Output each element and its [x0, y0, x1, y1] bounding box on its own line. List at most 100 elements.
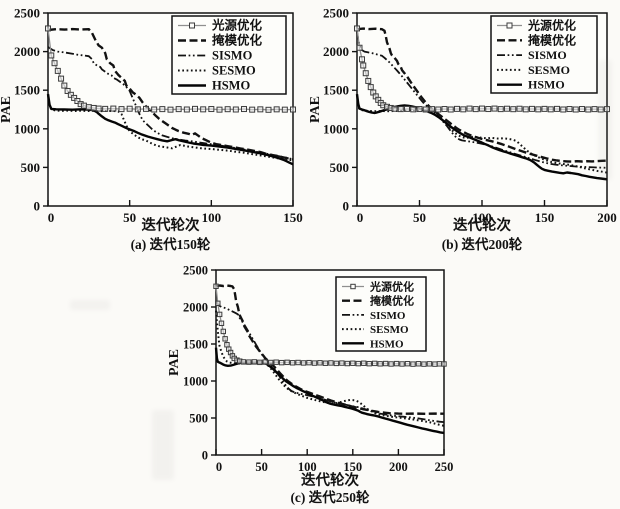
- square-marker: [278, 359, 285, 366]
- square-marker: [339, 360, 345, 366]
- square-marker: [192, 105, 198, 112]
- square-marker: [572, 106, 579, 113]
- series-sismo: [47, 46, 294, 161]
- chart-a: 0 500 1000 1500 2000 2500 0 50 100 150 光源优化 掩模优化 SIS…: [0, 0, 310, 255]
- square-marker: [497, 106, 504, 113]
- legend-label-hsmo: HSMO: [528, 78, 565, 92]
- square-marker: [71, 94, 78, 101]
- square-marker: [404, 360, 411, 367]
- scan-artifact: [70, 300, 110, 310]
- square-marker: [48, 52, 55, 59]
- square-marker: [51, 60, 58, 67]
- square-marker: [441, 106, 448, 113]
- x-tick-label: 50: [255, 460, 268, 474]
- square-marker: [262, 359, 268, 365]
- y-tick-label: 2500: [323, 6, 349, 21]
- chart-b: 0 500 1000 1500 2000 2500 0 50 100 150 200 光源优化 掩模优化…: [310, 0, 620, 255]
- square-marker: [54, 67, 61, 74]
- square-marker: [213, 283, 219, 289]
- square-marker: [416, 106, 423, 113]
- square-marker: [560, 106, 567, 113]
- square-marker: [354, 25, 360, 32]
- square-marker: [95, 105, 102, 112]
- square-marker: [85, 104, 92, 111]
- x-tick-label: 50: [123, 210, 136, 225]
- square-marker: [441, 361, 447, 367]
- square-marker: [393, 360, 400, 367]
- y-tick-label: 0: [34, 199, 41, 214]
- square-marker: [359, 56, 365, 63]
- square-marker: [167, 106, 174, 113]
- series-sismo: [215, 300, 445, 423]
- square-marker: [222, 336, 228, 342]
- square-marker: [604, 106, 610, 113]
- square-marker: [466, 105, 473, 112]
- y-tick-label: 2000: [183, 301, 208, 315]
- series-sismo: [356, 31, 608, 169]
- square-marker: [118, 106, 125, 113]
- legend-square-marker: [189, 22, 195, 29]
- legend-square-marker: [506, 22, 513, 29]
- square-marker: [350, 360, 356, 366]
- square-marker: [284, 359, 290, 366]
- chart-c-canvas: 0 500 1000 1500 2000 2500 0 50 100 150 200 250 光源优化掩…: [167, 264, 454, 506]
- square-marker: [328, 360, 334, 366]
- square-marker: [183, 106, 190, 113]
- x-axis-title: 迭代轮次: [142, 216, 200, 234]
- x-tick-label: 200: [597, 210, 617, 225]
- square-marker: [422, 106, 429, 113]
- square-marker: [591, 106, 598, 113]
- legend-box: [171, 15, 287, 95]
- legend-box: [335, 276, 427, 352]
- square-marker: [249, 106, 256, 113]
- square-marker: [273, 359, 279, 365]
- x-tick-label: 0: [48, 210, 55, 225]
- square-marker: [367, 84, 374, 91]
- square-marker: [535, 106, 542, 113]
- square-marker: [322, 360, 329, 366]
- square-marker: [232, 106, 239, 113]
- square-marker: [273, 106, 280, 113]
- y-tick-label: 1000: [323, 121, 349, 136]
- y-tick-label: 2000: [323, 44, 349, 59]
- square-marker: [311, 360, 318, 366]
- series-mask-opt: [356, 27, 608, 163]
- subplot-caption: (c) 迭代250轮: [290, 489, 370, 505]
- legend-label-sismo: SISMO: [528, 48, 567, 62]
- series-mask-opt: [215, 284, 445, 416]
- square-marker: [224, 106, 231, 113]
- square-marker: [64, 87, 71, 94]
- x-axis-title: 迭代轮次: [301, 471, 359, 489]
- square-marker: [435, 106, 442, 113]
- square-marker: [58, 75, 65, 82]
- y-tick-label: 1500: [14, 83, 40, 98]
- y-tick-label: 500: [21, 160, 41, 175]
- square-marker: [246, 359, 252, 365]
- x-tick-label: 100: [202, 210, 222, 225]
- square-marker: [268, 359, 274, 366]
- square-marker: [257, 359, 263, 366]
- square-marker: [460, 106, 467, 113]
- legend-label-sesmo: SESMO: [370, 324, 409, 336]
- legend-label-mask-opt: 掩模优化: [370, 294, 414, 308]
- x-tick-label: 50: [413, 210, 426, 225]
- square-marker: [224, 342, 230, 348]
- legend-label-sesmo: SESMO: [212, 64, 256, 78]
- square-marker: [365, 77, 372, 84]
- square-marker: [447, 106, 454, 113]
- square-marker: [510, 106, 517, 113]
- square-marker: [541, 105, 548, 112]
- square-marker: [265, 106, 272, 113]
- square-marker: [522, 106, 529, 113]
- x-tick-label: 100: [298, 460, 317, 474]
- square-marker: [410, 106, 417, 113]
- subplot-caption: (a) 迭代150轮: [131, 236, 211, 252]
- square-marker: [175, 106, 182, 113]
- square-marker: [102, 105, 109, 112]
- square-marker: [454, 105, 460, 112]
- series-hsmo: [46, 93, 294, 166]
- y-tick-label: 1000: [183, 375, 208, 389]
- x-tick-label: 250: [435, 460, 454, 474]
- x-tick-label: 200: [389, 460, 408, 474]
- square-marker: [554, 105, 560, 112]
